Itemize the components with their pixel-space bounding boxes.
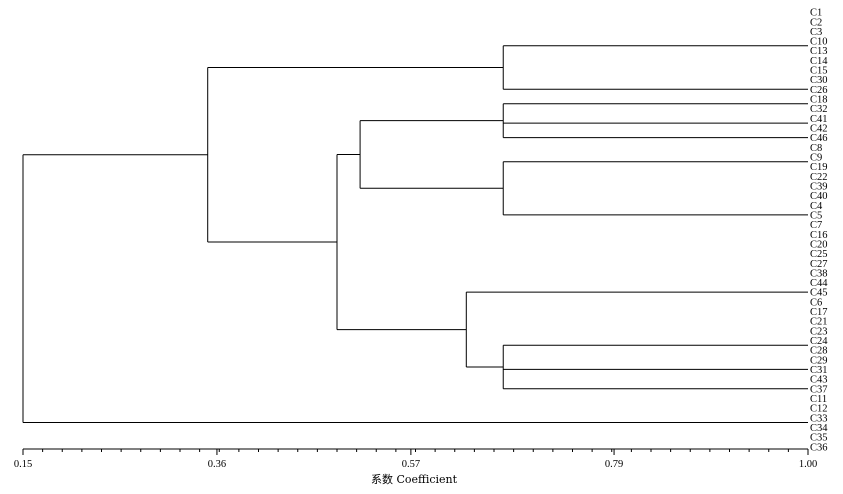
leaf-label-c5: C5 bbox=[810, 210, 822, 221]
leaf-label-c39: C39 bbox=[810, 181, 828, 192]
leaf-label-c16: C16 bbox=[810, 230, 828, 241]
leaf-label-c28: C28 bbox=[810, 346, 828, 357]
x-tick-label: 0.57 bbox=[402, 459, 420, 470]
x-tick-label: 0.36 bbox=[208, 459, 226, 470]
leaf-label-c44: C44 bbox=[810, 278, 828, 289]
x-axis: 0.15 0.36 0.57 0.79 1.00 bbox=[14, 448, 817, 470]
dendrogram-branches bbox=[22, 45, 808, 424]
leaf-label-c27: C27 bbox=[810, 259, 828, 270]
leaf-label-c45: C45 bbox=[810, 288, 828, 299]
leaf-label-c32: C32 bbox=[810, 104, 828, 115]
leaf-label-c15: C15 bbox=[810, 66, 828, 77]
leaf-label-c25: C25 bbox=[810, 249, 828, 260]
leaf-label-c42: C42 bbox=[810, 124, 828, 135]
leaf-label-c41: C41 bbox=[810, 114, 828, 125]
leaf-label-c9: C9 bbox=[810, 153, 822, 164]
leaf-label-c33: C33 bbox=[810, 413, 828, 424]
leaf-label-c36: C36 bbox=[810, 442, 828, 453]
leaf-label-c37: C37 bbox=[810, 384, 828, 395]
leaf-label-c7: C7 bbox=[810, 220, 822, 231]
leaf-label-c24: C24 bbox=[810, 336, 828, 347]
leaf-label-c13: C13 bbox=[810, 46, 828, 57]
leaf-label-c19: C19 bbox=[810, 162, 828, 173]
leaf-label-c23: C23 bbox=[810, 326, 828, 337]
leaf-label-c17: C17 bbox=[810, 307, 828, 318]
leaf-label-c12: C12 bbox=[810, 404, 828, 415]
leaf-label-c18: C18 bbox=[810, 95, 828, 106]
leaf-label-c26: C26 bbox=[810, 85, 828, 96]
leaf-label-c35: C35 bbox=[810, 433, 828, 444]
leaf-label-c29: C29 bbox=[810, 355, 828, 366]
leaf-label-c22: C22 bbox=[810, 172, 828, 183]
leaf-label-c46: C46 bbox=[810, 133, 828, 144]
leaf-label-c6: C6 bbox=[810, 297, 822, 308]
leaf-label-c4: C4 bbox=[810, 201, 823, 212]
x-tick-label: 0.15 bbox=[14, 459, 32, 470]
leaf-label-c30: C30 bbox=[810, 75, 828, 86]
leaf-label-c10: C10 bbox=[810, 37, 828, 48]
leaf-label-c43: C43 bbox=[810, 375, 828, 386]
leaf-label-c8: C8 bbox=[810, 143, 822, 154]
leaf-label-c20: C20 bbox=[810, 239, 828, 250]
x-axis-title: 系数 Coefficient bbox=[371, 473, 458, 486]
leaf-label-c3: C3 bbox=[810, 27, 822, 38]
leaf-label-c14: C14 bbox=[810, 56, 828, 67]
leaf-labels: C1C2C3C10C13C14C15C30C26C18C32C41C42C46C… bbox=[810, 8, 828, 454]
leaf-label-c31: C31 bbox=[810, 365, 828, 376]
leaf-label-c11: C11 bbox=[810, 394, 827, 405]
x-tick-label: 1.00 bbox=[799, 459, 817, 470]
leaf-label-c38: C38 bbox=[810, 268, 828, 279]
leaf-label-c34: C34 bbox=[810, 423, 828, 434]
leaf-label-c1: C1 bbox=[810, 8, 822, 19]
leaf-label-c2: C2 bbox=[810, 17, 822, 28]
x-tick-label: 0.79 bbox=[605, 459, 623, 470]
leaf-label-c40: C40 bbox=[810, 191, 828, 202]
leaf-label-c21: C21 bbox=[810, 317, 828, 328]
